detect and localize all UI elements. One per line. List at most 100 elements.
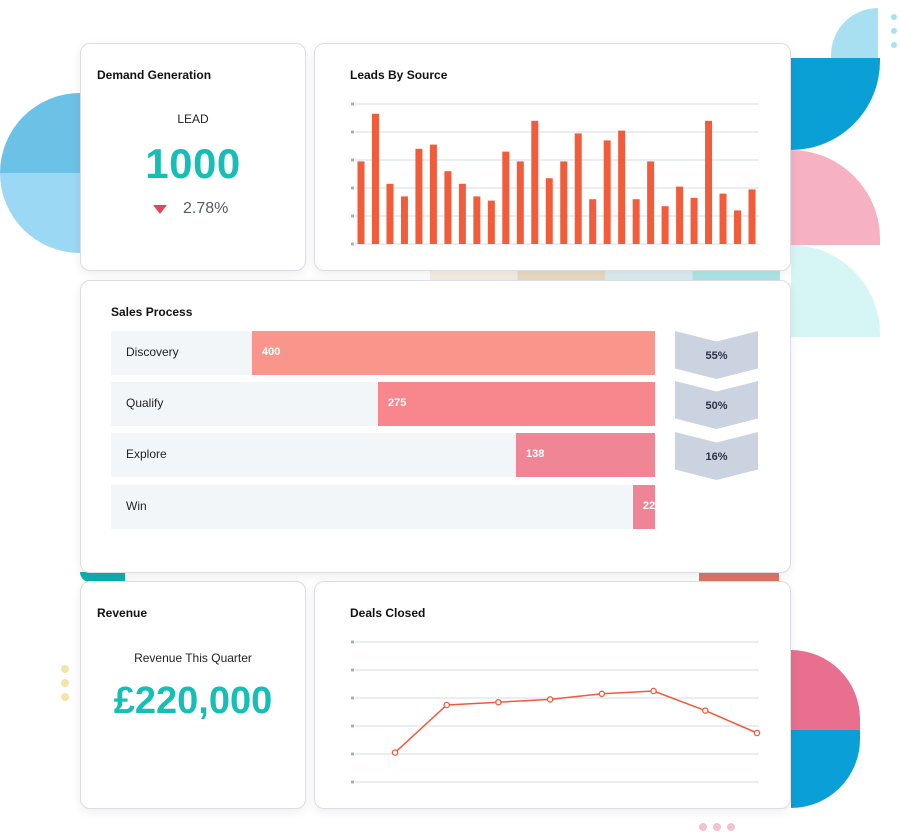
funnel-label: Win bbox=[126, 499, 147, 513]
decor-left-teal-strip bbox=[80, 572, 125, 582]
funnel-bar: 22 bbox=[632, 485, 656, 529]
revenue-value: £220,000 bbox=[113, 680, 273, 722]
bar bbox=[545, 178, 553, 244]
decor-right-pink-quarter bbox=[791, 150, 880, 245]
lead-value: 1000 bbox=[145, 140, 241, 187]
lead-label: LEAD bbox=[177, 112, 209, 126]
bar bbox=[400, 196, 408, 244]
funnel-value: 22 bbox=[642, 500, 656, 512]
conversion-rate: 55% bbox=[705, 350, 728, 362]
bar bbox=[473, 196, 481, 244]
decor-right-blue-quarter bbox=[791, 58, 880, 150]
revenue-label: Revenue This Quarter bbox=[134, 651, 252, 665]
bar bbox=[748, 189, 756, 244]
decor-dots-left bbox=[61, 665, 69, 707]
conversion-rate: 50% bbox=[705, 400, 728, 412]
tick-mark bbox=[351, 186, 354, 190]
funnel-bar: 400 bbox=[252, 331, 655, 375]
bar bbox=[429, 144, 437, 244]
tick-mark bbox=[351, 640, 354, 644]
bar bbox=[516, 161, 524, 244]
decor-top-right-light-blue bbox=[831, 8, 878, 58]
conversion-chevron: 16% bbox=[675, 432, 758, 480]
bar bbox=[705, 120, 713, 244]
decor-left-blue-half-circle bbox=[0, 93, 80, 253]
funnel-row-explore: Explore 138 bbox=[111, 433, 655, 477]
demand-generation-title: Demand Generation bbox=[97, 68, 212, 82]
bar bbox=[676, 186, 684, 244]
leads-bar-chart bbox=[351, 102, 759, 246]
funnel-label: Explore bbox=[126, 447, 167, 461]
down-arrow-icon bbox=[153, 204, 167, 214]
bar bbox=[386, 183, 394, 244]
bar bbox=[647, 161, 655, 244]
tick-mark bbox=[351, 724, 354, 728]
tick-mark bbox=[351, 242, 354, 246]
bar bbox=[415, 148, 423, 244]
bar bbox=[357, 161, 365, 244]
sales-process-card: Sales Process Discovery 400 Qualify 275 … bbox=[80, 280, 791, 573]
conversion-rate: 16% bbox=[705, 451, 728, 463]
funnel-value: 138 bbox=[525, 448, 545, 460]
series-line bbox=[394, 690, 758, 754]
demand-generation-card: Demand Generation LEAD 1000 2.78% bbox=[80, 43, 306, 271]
bar bbox=[574, 133, 582, 244]
funnel-bar: 275 bbox=[377, 382, 655, 426]
deals-line-chart bbox=[351, 640, 761, 784]
bar bbox=[632, 199, 640, 244]
funnel-bar: 138 bbox=[515, 433, 655, 477]
revenue-title: Revenue bbox=[97, 606, 148, 620]
data-point bbox=[443, 701, 450, 709]
decor-bottom-right-blue bbox=[791, 730, 860, 808]
tick-mark bbox=[351, 102, 354, 106]
lead-change: 2.78% bbox=[153, 200, 228, 218]
tick-mark bbox=[351, 668, 354, 672]
revenue-card: Revenue Revenue This Quarter £220,000 bbox=[80, 581, 306, 809]
data-point bbox=[753, 729, 761, 737]
tick-mark bbox=[351, 214, 354, 218]
funnel-row-qualify: Qualify 275 bbox=[111, 382, 655, 426]
sales-process-title: Sales Process bbox=[111, 305, 193, 319]
data-point bbox=[391, 749, 399, 756]
bar bbox=[458, 183, 466, 244]
funnel-value: 275 bbox=[387, 397, 407, 409]
deals-closed-title: Deals Closed bbox=[350, 606, 426, 620]
conversion-chevron: 50% bbox=[675, 381, 758, 429]
bar bbox=[502, 151, 510, 244]
data-point bbox=[702, 707, 709, 714]
bar bbox=[560, 161, 568, 244]
tick-mark bbox=[351, 752, 354, 756]
decor-right-mint-quarter bbox=[791, 245, 880, 337]
bar bbox=[618, 130, 626, 244]
bar bbox=[444, 171, 452, 244]
data-point bbox=[598, 690, 606, 698]
funnel-label: Discovery bbox=[126, 345, 179, 359]
decor-bottom-right-pink bbox=[791, 650, 860, 730]
bar bbox=[690, 197, 698, 244]
bar bbox=[603, 140, 611, 244]
data-point bbox=[495, 698, 502, 706]
data-point bbox=[546, 696, 554, 703]
bar bbox=[531, 120, 539, 244]
decor-dots-top-right bbox=[891, 14, 897, 50]
bar bbox=[371, 113, 379, 244]
bar bbox=[734, 210, 742, 244]
funnel-value: 400 bbox=[262, 346, 281, 358]
data-point bbox=[650, 687, 657, 695]
bar bbox=[661, 206, 669, 244]
tick-mark bbox=[351, 696, 354, 700]
conversion-chevron: 55% bbox=[675, 331, 758, 379]
tick-mark bbox=[351, 130, 354, 134]
bar bbox=[589, 199, 597, 244]
funnel-row-discovery: Discovery 400 bbox=[111, 331, 655, 375]
leads-by-source-card: Leads By Source bbox=[314, 43, 791, 271]
tick-mark bbox=[351, 780, 354, 784]
funnel-row-win: Win 22 bbox=[111, 485, 655, 529]
decor-dots-bottom bbox=[699, 823, 739, 831]
funnel-label: Qualify bbox=[126, 396, 164, 410]
lead-change-value: 2.78% bbox=[183, 200, 229, 217]
deals-closed-card: Deals Closed bbox=[314, 581, 791, 809]
tick-mark bbox=[351, 158, 354, 162]
decor-right-salmon-strip bbox=[699, 572, 779, 582]
leads-by-source-title: Leads By Source bbox=[350, 68, 448, 82]
